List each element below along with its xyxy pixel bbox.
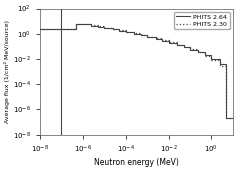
PHITS 2.64 — [161, 38, 164, 40]
PHITS 2.30 — [75, 23, 78, 25]
PHITS 2.30 — [154, 37, 157, 39]
Legend: PHITS 2.64, PHITS 2.30: PHITS 2.64, PHITS 2.30 — [174, 12, 230, 29]
PHITS 2.64 — [118, 28, 121, 30]
Line: PHITS 2.30: PHITS 2.30 — [40, 24, 233, 118]
PHITS 2.64 — [225, 117, 228, 119]
PHITS 2.30 — [118, 28, 121, 30]
PHITS 2.64 — [176, 42, 178, 44]
PHITS 2.64 — [146, 36, 149, 38]
PHITS 2.64 — [231, 117, 234, 119]
PHITS 2.64 — [154, 38, 157, 40]
PHITS 2.30 — [38, 28, 41, 30]
PHITS 2.64 — [38, 28, 41, 30]
PHITS 2.30 — [146, 36, 149, 38]
PHITS 2.64 — [75, 28, 78, 30]
Y-axis label: Average flux (1/cm² MeV/source): Average flux (1/cm² MeV/source) — [4, 20, 10, 123]
PHITS 2.30 — [225, 117, 228, 119]
PHITS 2.30 — [176, 41, 178, 43]
PHITS 2.30 — [75, 28, 78, 30]
PHITS 2.30 — [161, 37, 164, 39]
X-axis label: Neutron energy (MeV): Neutron energy (MeV) — [94, 158, 179, 167]
PHITS 2.64 — [75, 23, 78, 25]
Line: PHITS 2.64: PHITS 2.64 — [40, 24, 233, 118]
PHITS 2.30 — [231, 117, 234, 119]
